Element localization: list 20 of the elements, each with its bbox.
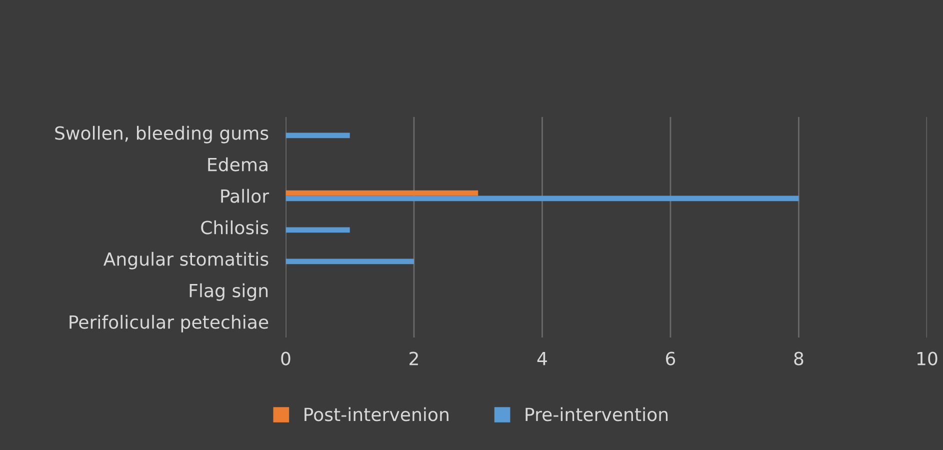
x-tick-label: 2 (410, 352, 418, 366)
legend-label: Pre-intervention (526, 407, 668, 422)
y-tick-label: Swollen, bleeding gums (55, 126, 268, 144)
bar (286, 258, 414, 264)
y-tick-label: Edema (208, 157, 268, 172)
y-tick-label: Perifolicular petechiae (70, 314, 268, 332)
x-tick-label: 10 (917, 352, 938, 366)
x-tick-label: 0 (281, 352, 290, 366)
x-tick-label: 6 (666, 352, 676, 366)
x-tick-label: 8 (794, 352, 804, 366)
y-tick-label: Flag sign (190, 283, 268, 301)
bar (286, 196, 799, 202)
x-tick-label: 4 (537, 352, 547, 366)
y-tick-label: Angular stomatitis (103, 252, 268, 270)
y-tick-label: Chilosis (201, 220, 268, 234)
bar (286, 227, 350, 233)
legend-label: Post-intervenion (304, 407, 448, 422)
bar (286, 190, 478, 196)
bar (286, 132, 350, 138)
y-tick-label: Pallor (221, 188, 270, 203)
